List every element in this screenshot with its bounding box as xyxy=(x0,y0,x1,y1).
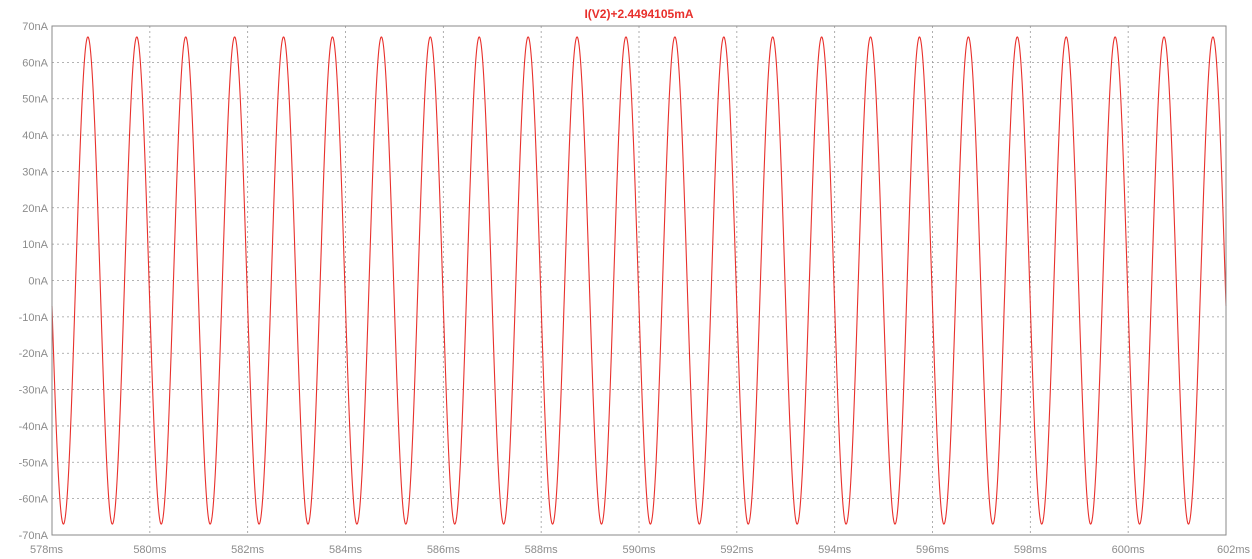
x-tick-label: 598ms xyxy=(1014,544,1048,556)
x-tick-label: 588ms xyxy=(525,544,559,556)
y-tick-label: -10nA xyxy=(19,312,49,324)
y-tick-label: -60nA xyxy=(19,494,49,506)
x-tick-label: 580ms xyxy=(133,544,167,556)
x-tick-label: 586ms xyxy=(427,544,461,556)
y-tick-label: -70nA xyxy=(19,530,49,542)
y-tick-label: -20nA xyxy=(19,348,49,360)
plot-frame xyxy=(51,25,1227,536)
x-tick-label: 584ms xyxy=(329,544,363,556)
y-tick-label: 0nA xyxy=(28,276,48,288)
x-tick-label: 596ms xyxy=(916,544,950,556)
series-line xyxy=(51,36,1227,525)
y-tick-label: -50nA xyxy=(19,457,49,469)
x-tick-label: 594ms xyxy=(818,544,852,556)
x-tick-label: 600ms xyxy=(1112,544,1146,556)
y-tick-label: 40nA xyxy=(22,130,48,142)
x-tick-label: 602ms xyxy=(1217,544,1251,556)
y-axis-ticks: 70nA 60nA 50nA 40nA 30nA 20nA 10nA 0nA -10nA -20n… xyxy=(19,21,49,542)
trace-layer xyxy=(51,36,1227,525)
y-tick-label: 60nA xyxy=(22,57,48,69)
y-tick-label: 20nA xyxy=(22,203,48,215)
x-tick-label: 590ms xyxy=(622,544,656,556)
y-tick-label: 30nA xyxy=(22,166,48,178)
y-tick-label: -30nA xyxy=(19,385,49,397)
y-tick-label: -40nA xyxy=(19,421,49,433)
x-tick-label: 582ms xyxy=(231,544,265,556)
x-tick-label: 578ms xyxy=(30,544,64,556)
y-tick-label: 70nA xyxy=(22,21,48,33)
y-tick-label: 50nA xyxy=(22,94,48,106)
y-tick-label: 10nA xyxy=(22,239,48,251)
x-tick-label: 592ms xyxy=(720,544,754,556)
x-axis-ticks: 578ms 580ms 582ms 584ms 586ms 588ms 590ms 592ms… xyxy=(30,544,1250,556)
chart-title: I(V2)+2.4494105mA xyxy=(584,7,693,21)
grid-layer xyxy=(52,26,1226,535)
